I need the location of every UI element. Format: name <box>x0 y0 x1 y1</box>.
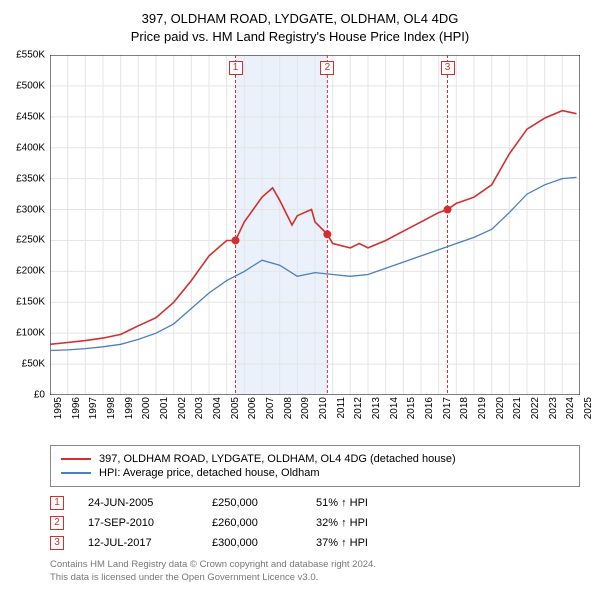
x-tick-label: 2010 <box>318 397 329 419</box>
y-tick-label: £250K <box>5 235 45 246</box>
chart-area: £0£50K£100K£150K£200K£250K£300K£350K£400… <box>50 55 580 395</box>
event-row: 3 12-JUL-2017 £300,000 37% ↑ HPI <box>50 533 580 553</box>
y-tick-label: £100K <box>5 328 45 339</box>
x-tick-label: 2004 <box>212 397 223 419</box>
x-tick-label: 2001 <box>159 397 170 419</box>
chart-header: 397, OLDHAM ROAD, LYDGATE, OLDHAM, OL4 4… <box>0 0 600 46</box>
x-tick-label: 2021 <box>512 397 523 419</box>
y-tick-label: £150K <box>5 297 45 308</box>
x-tick-label: 2008 <box>283 397 294 419</box>
x-tick-label: 2017 <box>442 397 453 419</box>
event-row: 1 24-JUN-2005 £250,000 51% ↑ HPI <box>50 493 580 513</box>
x-tick-label: 2025 <box>583 397 594 419</box>
x-tick-label: 2003 <box>194 397 205 419</box>
x-tick-label: 2007 <box>265 397 276 419</box>
y-tick-label: £450K <box>5 111 45 122</box>
y-axis-labels: £0£50K£100K£150K£200K£250K£300K£350K£400… <box>5 55 45 395</box>
event-date: 12-JUL-2017 <box>88 537 188 549</box>
x-tick-label: 2018 <box>459 397 470 419</box>
footer-attribution: Contains HM Land Registry data © Crown c… <box>50 559 376 584</box>
event-price: £300,000 <box>212 537 292 549</box>
x-tick-label: 2020 <box>495 397 506 419</box>
x-tick-label: 2006 <box>247 397 258 419</box>
event-date: 17-SEP-2010 <box>88 517 188 529</box>
legend-swatch <box>61 458 91 460</box>
x-tick-label: 2012 <box>353 397 364 419</box>
footer-line-2: This data is licensed under the Open Gov… <box>50 572 376 584</box>
event-date: 24-JUN-2005 <box>88 497 188 509</box>
chart-subtitle: Price paid vs. HM Land Registry's House … <box>0 28 600 46</box>
y-tick-label: £50K <box>5 359 45 370</box>
legend-row: HPI: Average price, detached house, Oldh… <box>61 466 569 480</box>
x-tick-label: 1997 <box>88 397 99 419</box>
x-tick-label: 2022 <box>530 397 541 419</box>
event-badge: 1 <box>50 496 64 510</box>
x-tick-label: 2011 <box>336 397 347 419</box>
x-tick-label: 2005 <box>230 397 241 419</box>
x-tick-label: 1995 <box>53 397 64 419</box>
x-tick-label: 1996 <box>71 397 82 419</box>
x-tick-label: 2019 <box>477 397 488 419</box>
x-tick-label: 2009 <box>300 397 311 419</box>
legend-row: 397, OLDHAM ROAD, LYDGATE, OLDHAM, OL4 4… <box>61 452 569 466</box>
event-badge: 3 <box>50 536 64 550</box>
legend-label: 397, OLDHAM ROAD, LYDGATE, OLDHAM, OL4 4… <box>99 453 456 465</box>
footer-line-1: Contains HM Land Registry data © Crown c… <box>50 559 376 571</box>
event-delta: 51% ↑ HPI <box>316 497 426 509</box>
event-price: £250,000 <box>212 497 292 509</box>
chart-title: 397, OLDHAM ROAD, LYDGATE, OLDHAM, OL4 4… <box>0 10 600 28</box>
event-price: £260,000 <box>212 517 292 529</box>
y-tick-label: £400K <box>5 142 45 153</box>
event-marker-badge: 2 <box>320 61 334 75</box>
y-tick-label: £300K <box>5 204 45 215</box>
y-tick-label: £550K <box>5 50 45 61</box>
x-tick-label: 1998 <box>106 397 117 419</box>
x-tick-label: 1999 <box>124 397 135 419</box>
x-tick-label: 2014 <box>389 397 400 419</box>
y-tick-label: £200K <box>5 266 45 277</box>
chart-svg <box>50 55 580 395</box>
legend-swatch <box>61 472 91 474</box>
x-tick-label: 2016 <box>424 397 435 419</box>
x-tick-label: 2002 <box>177 397 188 419</box>
event-marker-badge: 3 <box>441 61 455 75</box>
event-row: 2 17-SEP-2010 £260,000 32% ↑ HPI <box>50 513 580 533</box>
y-tick-label: £0 <box>5 390 45 401</box>
x-tick-label: 2024 <box>565 397 576 419</box>
events-table: 1 24-JUN-2005 £250,000 51% ↑ HPI 2 17-SEP-201… <box>50 493 580 553</box>
x-tick-label: 2013 <box>371 397 382 419</box>
event-delta: 32% ↑ HPI <box>316 517 426 529</box>
event-marker-badge: 1 <box>229 61 243 75</box>
legend: 397, OLDHAM ROAD, LYDGATE, OLDHAM, OL4 4… <box>50 445 580 487</box>
legend-label: HPI: Average price, detached house, Oldh… <box>99 467 320 479</box>
x-axis-labels: 1995 1996 1997 1998 1999 2000 2001 2002 2003 2004… <box>50 395 580 435</box>
x-tick-label: 2015 <box>406 397 417 419</box>
y-tick-label: £350K <box>5 173 45 184</box>
event-delta: 37% ↑ HPI <box>316 537 426 549</box>
x-tick-label: 2000 <box>141 397 152 419</box>
x-tick-label: 2023 <box>548 397 559 419</box>
y-tick-label: £500K <box>5 80 45 91</box>
event-badge: 2 <box>50 516 64 530</box>
